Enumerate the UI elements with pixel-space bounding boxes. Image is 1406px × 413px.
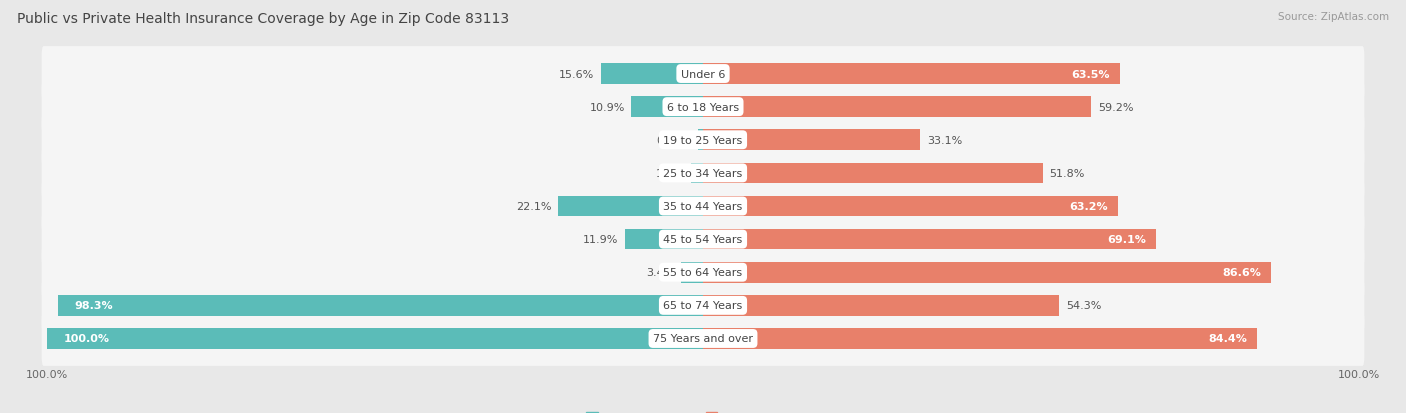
Text: 45 to 54 Years: 45 to 54 Years	[664, 235, 742, 244]
Bar	[681, 262, 703, 283]
Text: 86.6%: 86.6%	[1222, 268, 1261, 278]
Bar	[697, 130, 703, 151]
Bar	[703, 328, 1257, 349]
Bar	[703, 97, 1091, 118]
Text: 51.8%: 51.8%	[1049, 169, 1085, 178]
FancyBboxPatch shape	[42, 179, 1364, 234]
Text: 69.1%: 69.1%	[1108, 235, 1146, 244]
Bar	[703, 229, 1156, 250]
Text: 100.0%: 100.0%	[63, 334, 110, 344]
Bar	[58, 295, 703, 316]
Text: 25 to 34 Years: 25 to 34 Years	[664, 169, 742, 178]
FancyBboxPatch shape	[42, 47, 1364, 102]
Legend: Public Insurance, Private Insurance: Public Insurance, Private Insurance	[582, 408, 824, 413]
Text: 3.4%: 3.4%	[645, 268, 673, 278]
Bar	[631, 97, 703, 118]
Text: 19 to 25 Years: 19 to 25 Years	[664, 135, 742, 145]
Text: 59.2%: 59.2%	[1098, 102, 1133, 112]
Bar	[624, 229, 703, 250]
Text: 6 to 18 Years: 6 to 18 Years	[666, 102, 740, 112]
Text: 15.6%: 15.6%	[558, 69, 595, 79]
FancyBboxPatch shape	[42, 113, 1364, 168]
Text: 35 to 44 Years: 35 to 44 Years	[664, 202, 742, 211]
Text: 65 to 74 Years: 65 to 74 Years	[664, 301, 742, 311]
FancyBboxPatch shape	[42, 278, 1364, 333]
Text: 0.77%: 0.77%	[655, 135, 692, 145]
Bar	[703, 130, 920, 151]
Text: 55 to 64 Years: 55 to 64 Years	[664, 268, 742, 278]
FancyBboxPatch shape	[42, 146, 1364, 201]
Bar	[558, 196, 703, 217]
Text: Source: ZipAtlas.com: Source: ZipAtlas.com	[1278, 12, 1389, 22]
Text: 63.5%: 63.5%	[1071, 69, 1109, 79]
Text: 75 Years and over: 75 Years and over	[652, 334, 754, 344]
Bar	[703, 163, 1043, 184]
Text: 1.8%: 1.8%	[657, 169, 685, 178]
Bar	[703, 295, 1059, 316]
Text: Public vs Private Health Insurance Coverage by Age in Zip Code 83113: Public vs Private Health Insurance Cover…	[17, 12, 509, 26]
Bar	[692, 163, 703, 184]
FancyBboxPatch shape	[42, 80, 1364, 135]
Bar	[600, 64, 703, 85]
Text: 10.9%: 10.9%	[589, 102, 624, 112]
Text: 11.9%: 11.9%	[583, 235, 619, 244]
Text: 84.4%: 84.4%	[1208, 334, 1247, 344]
FancyBboxPatch shape	[42, 245, 1364, 300]
Text: 98.3%: 98.3%	[75, 301, 112, 311]
FancyBboxPatch shape	[42, 311, 1364, 366]
Text: 33.1%: 33.1%	[927, 135, 962, 145]
FancyBboxPatch shape	[42, 212, 1364, 267]
Text: 54.3%: 54.3%	[1066, 301, 1101, 311]
Bar	[703, 262, 1271, 283]
Bar	[46, 328, 703, 349]
Text: 22.1%: 22.1%	[516, 202, 551, 211]
Text: 63.2%: 63.2%	[1069, 202, 1108, 211]
Text: Under 6: Under 6	[681, 69, 725, 79]
Bar	[703, 64, 1119, 85]
Bar	[703, 196, 1118, 217]
